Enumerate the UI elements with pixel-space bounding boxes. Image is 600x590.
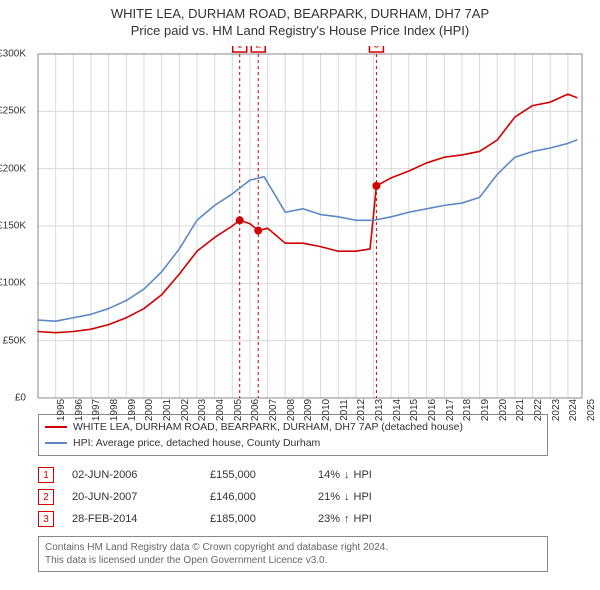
sale-hpi: 21% ↓ HPI xyxy=(318,491,372,503)
y-tick-label: £150K xyxy=(0,221,26,232)
chart-container: WHITE LEA, DURHAM ROAD, BEARPARK, DURHAM… xyxy=(0,0,600,590)
arrow-down-icon: ↓ xyxy=(344,491,350,503)
sale-price: £185,000 xyxy=(210,513,300,525)
title-line1: WHITE LEA, DURHAM ROAD, BEARPARK, DURHAM… xyxy=(10,6,590,21)
svg-text:1: 1 xyxy=(237,46,243,51)
sale-row: 2 20-JUN-2007 £146,000 21% ↓ HPI xyxy=(38,486,548,508)
legend-item: HPI: Average price, detached house, Coun… xyxy=(45,435,541,451)
footer-line1: Contains HM Land Registry data © Crown c… xyxy=(45,541,541,554)
sale-badge: 1 xyxy=(38,467,54,483)
sale-badge: 3 xyxy=(38,511,54,527)
footer-line2: This data is licensed under the Open Gov… xyxy=(45,554,541,567)
arrow-up-icon: ↑ xyxy=(344,513,350,525)
legend-swatch xyxy=(45,426,67,428)
chart-svg: 1 2 3 xyxy=(30,46,590,406)
legend-label: WHITE LEA, DURHAM ROAD, BEARPARK, DURHAM… xyxy=(73,421,463,433)
sale-hpi: 23% ↑ HPI xyxy=(318,513,372,525)
svg-text:2: 2 xyxy=(255,46,261,51)
hpi-pct: 14% xyxy=(318,469,340,481)
legend-label: HPI: Average price, detached house, Coun… xyxy=(73,437,320,449)
y-tick-label: £200K xyxy=(0,163,26,174)
x-tick-label: 2025 xyxy=(568,399,597,421)
hpi-pct: 23% xyxy=(318,513,340,525)
sale-date: 20-JUN-2007 xyxy=(72,491,192,503)
sale-price: £146,000 xyxy=(210,491,300,503)
sale-hpi: 14% ↓ HPI xyxy=(318,469,372,481)
legend-item: WHITE LEA, DURHAM ROAD, BEARPARK, DURHAM… xyxy=(45,419,541,435)
sales-table: 1 02-JUN-2006 £155,000 14% ↓ HPI 2 20-JU… xyxy=(38,464,548,530)
chart-area: 123 £0£50K£100K£150K£200K£250K£300K 1995… xyxy=(30,46,590,406)
hpi-label: HPI xyxy=(354,491,372,503)
svg-text:3: 3 xyxy=(374,46,380,51)
y-tick-label: £100K xyxy=(0,278,26,289)
footer: Contains HM Land Registry data © Crown c… xyxy=(38,536,548,572)
sale-row: 3 28-FEB-2014 £185,000 23% ↑ HPI xyxy=(38,508,548,530)
y-tick-label: £250K xyxy=(0,106,26,117)
hpi-label: HPI xyxy=(354,513,372,525)
sale-price: £155,000 xyxy=(210,469,300,481)
arrow-down-icon: ↓ xyxy=(344,469,350,481)
y-tick-label: £50K xyxy=(3,335,26,346)
sale-row: 1 02-JUN-2006 £155,000 14% ↓ HPI xyxy=(38,464,548,486)
hpi-label: HPI xyxy=(354,469,372,481)
y-tick-label: £300K xyxy=(0,49,26,60)
legend-swatch xyxy=(45,442,67,444)
sale-badge: 2 xyxy=(38,489,54,505)
hpi-pct: 21% xyxy=(318,491,340,503)
title-line2: Price paid vs. HM Land Registry's House … xyxy=(10,23,590,38)
sale-date: 02-JUN-2006 xyxy=(72,469,192,481)
title-block: WHITE LEA, DURHAM ROAD, BEARPARK, DURHAM… xyxy=(0,0,600,40)
sale-date: 28-FEB-2014 xyxy=(72,513,192,525)
y-tick-label: £0 xyxy=(15,393,26,404)
